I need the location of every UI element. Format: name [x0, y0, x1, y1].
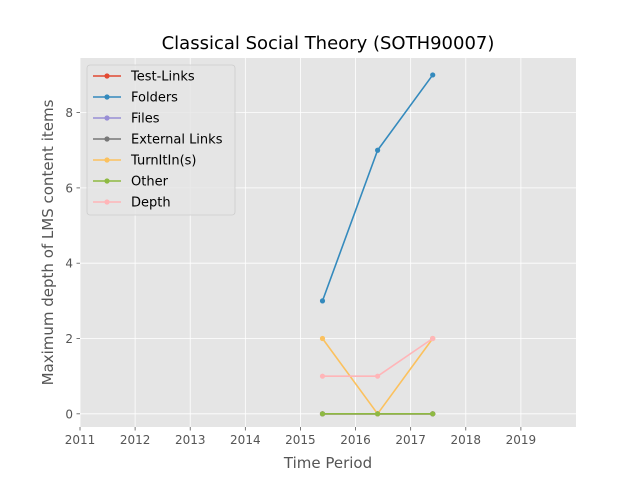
legend-label: Folders	[131, 91, 178, 106]
legend-marker	[104, 94, 110, 100]
legend-marker	[104, 136, 110, 142]
data-point	[375, 411, 381, 417]
y-axis-label: Maximum depth of LMS content items	[39, 99, 57, 385]
y-tick-label: 4	[65, 257, 73, 271]
x-tick-label: 2012	[120, 433, 151, 447]
data-point	[375, 147, 381, 153]
x-tick-label: 2013	[175, 433, 206, 447]
legend-item: Folders	[93, 91, 178, 106]
legend-marker	[104, 73, 110, 79]
data-point	[319, 298, 326, 304]
legend-label: TurnItIn(s)	[130, 154, 196, 169]
x-tick-label: 2018	[451, 433, 482, 447]
legend-label: Other	[131, 175, 169, 190]
x-tick-label: 2014	[230, 433, 261, 447]
legend-label: Files	[131, 112, 160, 127]
data-point	[430, 335, 436, 342]
x-tick-label: 2015	[285, 433, 316, 447]
series-other	[319, 411, 436, 417]
legend-marker	[104, 115, 110, 121]
legend-item: TurnItIn(s)	[93, 154, 196, 169]
legend-marker	[104, 178, 110, 184]
data-point	[430, 72, 436, 78]
legend-label: Depth	[131, 196, 171, 211]
legend-item: External Links	[93, 133, 223, 148]
y-tick-label: 2	[65, 332, 73, 346]
legend-label: External Links	[131, 133, 223, 148]
x-tick-label: 2019	[506, 433, 537, 447]
data-point	[319, 335, 326, 342]
x-axis-label: Time Period	[283, 454, 372, 472]
x-tick-label: 2016	[340, 433, 371, 447]
x-tick-label: 2011	[65, 433, 96, 447]
legend-item: Files	[93, 112, 160, 127]
series-layer	[319, 72, 436, 417]
data-point	[375, 373, 381, 379]
series-depth	[319, 335, 436, 379]
data-point	[319, 373, 326, 379]
chart-title: Classical Social Theory (SOTH90007)	[162, 33, 495, 54]
legend-item: Test-Links	[93, 70, 195, 85]
legend-marker	[104, 157, 110, 163]
y-tick-label: 6	[65, 181, 73, 195]
legend-box	[86, 64, 236, 216]
legend-marker	[104, 199, 110, 205]
legend-item: Depth	[93, 196, 171, 211]
legend-label: Test-Links	[130, 70, 195, 85]
y-axis: 0 2 4 6 8	[65, 106, 80, 421]
data-point	[319, 411, 326, 417]
x-tick-label: 2017	[395, 433, 426, 447]
x-axis: 2011 2012 2013 2014 2015 2016 2017 2018 2019	[65, 427, 536, 447]
series-folders	[319, 72, 436, 304]
legend-item: Other	[93, 175, 169, 190]
data-point	[430, 411, 436, 417]
legend: Test-Links Folders Files External Links Turn…	[86, 64, 236, 216]
y-tick-label: 8	[65, 106, 73, 120]
y-tick-label: 0	[65, 407, 73, 421]
